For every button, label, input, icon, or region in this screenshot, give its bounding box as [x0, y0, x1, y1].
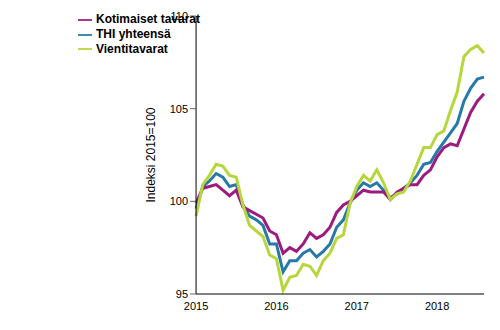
svg-text:2016: 2016	[264, 300, 288, 312]
svg-text:2015: 2015	[184, 300, 208, 312]
svg-text:110: 110	[171, 10, 189, 22]
svg-text:105: 105	[170, 103, 188, 115]
svg-text:100: 100	[170, 195, 188, 207]
svg-text:Indeksi 2015=100: Indeksi 2015=100	[144, 107, 158, 202]
svg-text:95: 95	[176, 288, 188, 300]
svg-text:2018: 2018	[425, 300, 449, 312]
svg-text:2017: 2017	[345, 300, 369, 312]
